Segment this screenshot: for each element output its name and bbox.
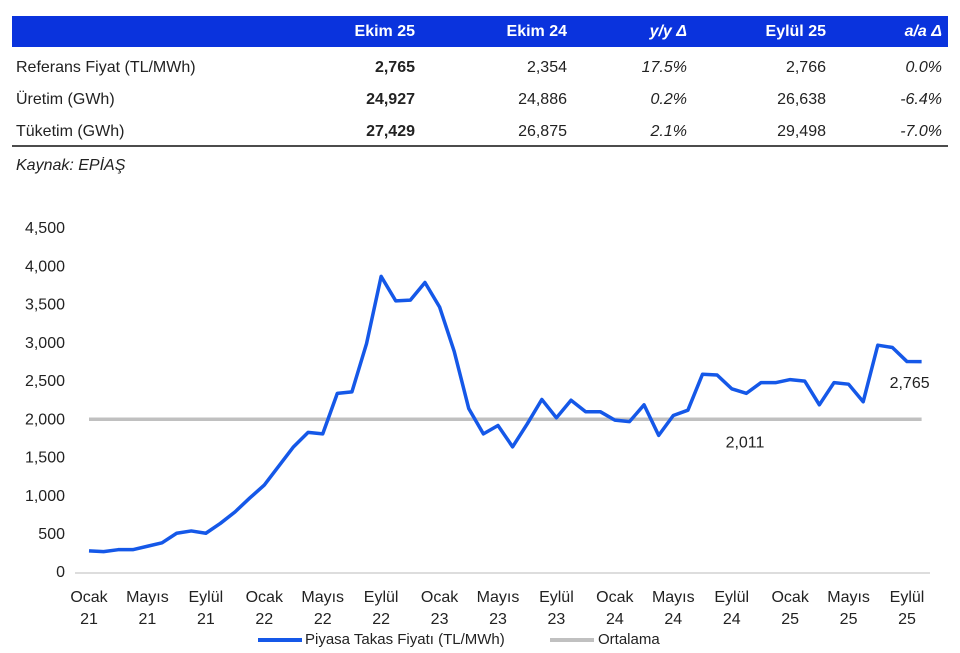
table-cell: 2,765: [375, 59, 415, 76]
table-cell: 29,498: [777, 123, 826, 140]
table-header-bar: [12, 16, 948, 47]
x-tick-label: Ocak 24: [596, 589, 634, 628]
y-tick-label: 3,000: [25, 335, 65, 352]
y-tick-label: 4,000: [25, 258, 65, 275]
price-line: [88, 274, 922, 554]
x-tick-label: Mayıs 23: [477, 589, 520, 628]
source-note: Kaynak: EPİAŞ: [16, 155, 126, 174]
table-cell: 26,638: [777, 91, 826, 108]
column-header: Ekim 24: [507, 23, 568, 40]
x-tick-label: Ocak 25: [771, 589, 809, 628]
x-tick-label: Ocak 22: [246, 589, 284, 628]
x-tick-label: Mayıs 22: [301, 589, 344, 628]
table-cell: 17.5%: [642, 59, 687, 76]
column-header: y/y Δ: [649, 23, 688, 40]
legend-label: Ortalama: [598, 631, 660, 648]
x-tick-label: Mayıs 21: [126, 589, 169, 628]
x-tick-label: Eylül 22: [364, 589, 399, 628]
table-cell: 2,766: [786, 59, 826, 76]
table-cell: 27,429: [366, 123, 415, 140]
row-label: Referans Fiyat (TL/MWh): [16, 59, 196, 76]
x-tick-label: Eylül 24: [714, 589, 749, 628]
y-tick-label: 2,000: [25, 411, 65, 428]
average-label: 2,011: [726, 434, 765, 451]
y-tick-label: 2,500: [25, 373, 65, 390]
table-cell: 2.1%: [650, 123, 687, 140]
row-label: Üretim (GWh): [16, 90, 115, 108]
x-tick-label: Mayıs 24: [652, 589, 695, 628]
y-tick-label: 0: [56, 564, 65, 581]
y-tick-label: 1,000: [25, 488, 65, 505]
column-header: a/a Δ: [905, 23, 943, 40]
y-tick-label: 1,500: [25, 450, 65, 467]
legend-label: Piyasa Takas Fiyatı (TL/MWh): [305, 631, 505, 648]
table-cell: 0.2%: [651, 91, 687, 108]
value-label: 2,765: [890, 375, 930, 392]
table-cell: 26,875: [518, 123, 567, 140]
y-tick-label: 500: [38, 526, 65, 543]
x-tick-label: Eylül 23: [539, 589, 574, 628]
table-cell: 2,354: [527, 59, 567, 76]
x-tick-label: Eylül 21: [189, 589, 224, 628]
column-header: Eylül 25: [766, 23, 827, 40]
table-cell: 24,927: [366, 91, 415, 108]
x-tick-label: Eylül 25: [890, 589, 925, 628]
table-cell: 0.0%: [906, 59, 942, 76]
table-cell: 24,886: [518, 91, 567, 108]
x-tick-label: Ocak 21: [70, 589, 108, 628]
y-tick-label: 4,500: [25, 220, 65, 237]
column-header: Ekim 25: [355, 23, 416, 40]
row-label: Tüketim (GWh): [16, 123, 124, 140]
x-tick-label: Mayıs 25: [827, 589, 870, 628]
y-tick-label: 3,500: [25, 297, 65, 314]
table-cell: -6.4%: [900, 91, 942, 108]
x-tick-label: Ocak 23: [421, 589, 459, 628]
table-cell: -7.0%: [900, 123, 942, 140]
